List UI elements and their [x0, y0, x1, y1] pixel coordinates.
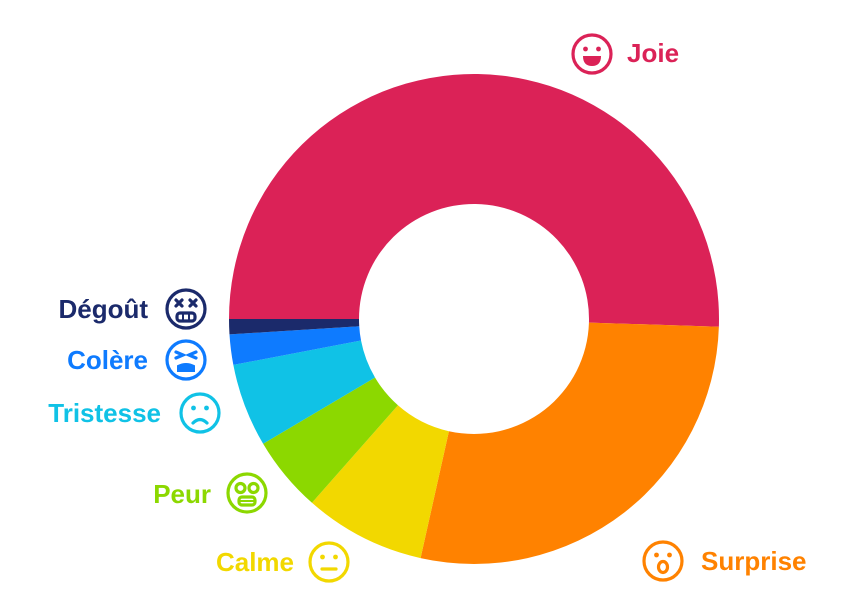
slice-label-joie: Joie	[627, 38, 679, 68]
slices	[229, 73, 719, 564]
happy-face-icon	[571, 33, 613, 75]
angry-face-icon	[165, 339, 207, 381]
surprised-face-icon	[642, 540, 684, 582]
slice-joie	[229, 73, 719, 327]
neutral-face-icon	[308, 541, 350, 583]
slice-colere	[229, 326, 362, 365]
slice-label-tristesse: Tristesse	[48, 398, 161, 428]
slice-peur	[263, 377, 398, 503]
slice-label-colere: Colère	[67, 345, 148, 375]
slice-label-degout: Dégoût	[58, 294, 148, 324]
scared-face-icon	[226, 472, 268, 514]
slice-surprise	[420, 322, 719, 564]
slice-tristesse	[233, 340, 376, 444]
slice-label-surprise: Surprise	[701, 546, 807, 576]
disgusted-face-icon	[165, 288, 207, 330]
sad-face-icon	[179, 392, 221, 434]
slice-label-peur: Peur	[153, 479, 211, 509]
labels: Joie Surprise Calme Peur Tristesse Colèr…	[48, 38, 806, 577]
slice-degout	[229, 319, 360, 335]
slice-label-calme: Calme	[216, 547, 294, 577]
slice-calme	[311, 405, 449, 559]
